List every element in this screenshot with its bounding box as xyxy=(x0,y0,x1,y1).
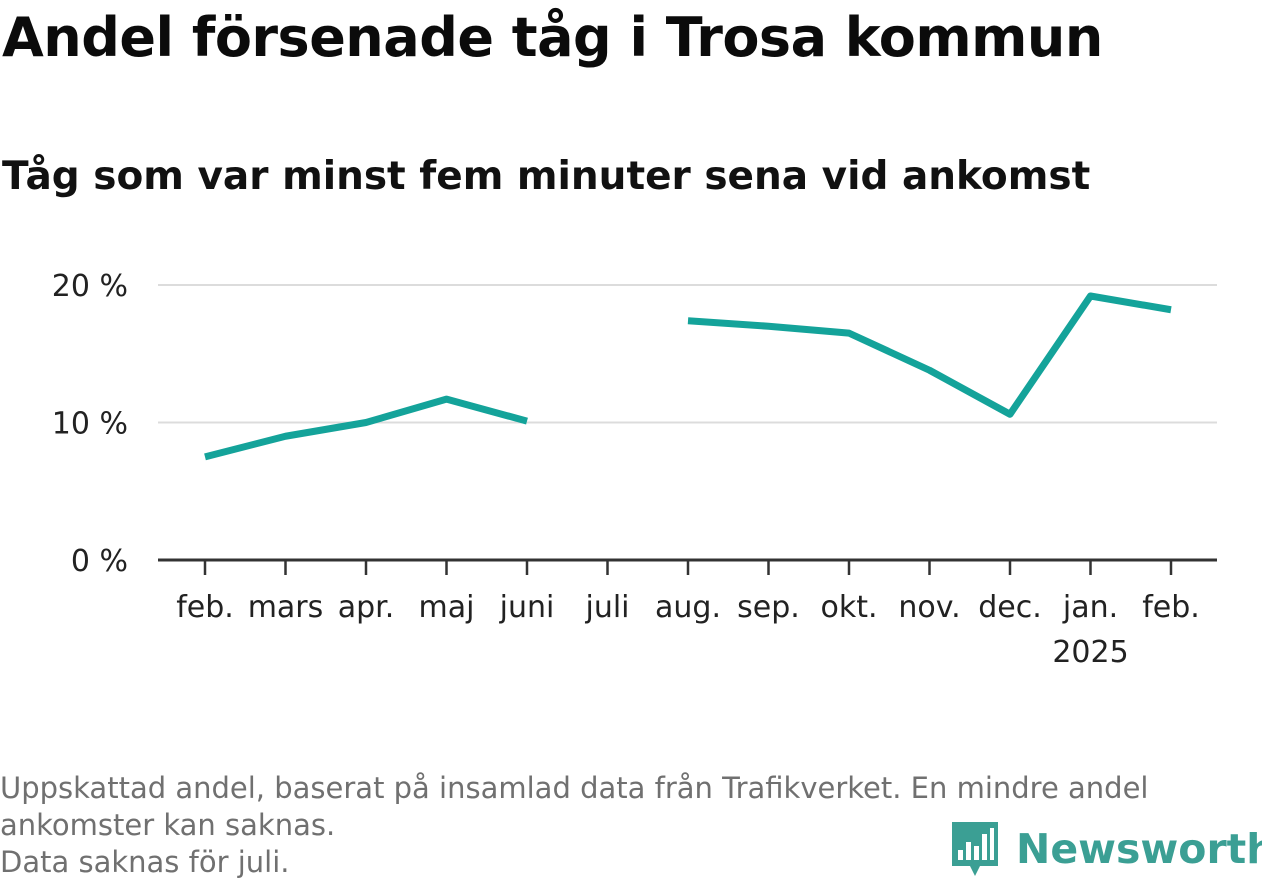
line-chart: 0 % 10 % 20 % feb. mars apr. maj juni juli aug. s… xyxy=(52,269,1217,670)
x-tick-label: juli xyxy=(584,590,629,625)
x-tick-label: apr. xyxy=(338,590,395,625)
chart-subtitle: Tåg som var minst fem minuter sena vid a… xyxy=(2,154,1091,199)
x-tick-label: feb. xyxy=(176,590,234,625)
chart-title: Andel försenade tåg i Trosa kommun xyxy=(2,6,1103,69)
footnote-line-3: Data saknas för juli. xyxy=(0,845,290,879)
y-tick-label: 0 % xyxy=(71,544,128,579)
x-tick-label: sep. xyxy=(737,590,800,625)
footnote-line-2: ankomster kan saknas. xyxy=(0,808,336,842)
x-tick-label: mars xyxy=(248,590,324,625)
y-axis-ticks: 0 % 10 % 20 % xyxy=(52,269,128,579)
x-tick-label: feb. xyxy=(1142,590,1200,625)
x-axis-ticks: feb. mars apr. maj juni juli aug. sep. okt. nov. d… xyxy=(176,560,1200,670)
y-tick-label: 20 % xyxy=(52,269,128,304)
footnote: Uppskattad andel, baserat på insamlad da… xyxy=(0,770,1250,881)
x-tick-label: maj xyxy=(419,590,475,625)
series-lines xyxy=(204,292,1172,461)
x-tick-label: jan. xyxy=(1062,590,1118,625)
series-line-segment xyxy=(204,395,528,461)
newsworthy-logo[interactable]: Newsworthy xyxy=(950,818,1262,880)
x-tick-label: dec. xyxy=(978,590,1042,625)
x-tick-label: juni xyxy=(499,590,555,625)
brand-name: Newsworthy xyxy=(1016,825,1262,873)
x-tick-label: nov. xyxy=(898,590,960,625)
x-tick-sublabel: 2025 xyxy=(1052,635,1128,670)
footnote-line-1: Uppskattad andel, baserat på insamlad da… xyxy=(0,771,1149,805)
x-tick-label: okt. xyxy=(820,590,877,625)
bar-chart-pin-icon xyxy=(952,822,998,876)
gridlines xyxy=(158,284,1217,424)
x-tick-label: aug. xyxy=(655,590,721,625)
series-line-segment xyxy=(687,292,1172,418)
y-tick-label: 10 % xyxy=(52,407,128,442)
